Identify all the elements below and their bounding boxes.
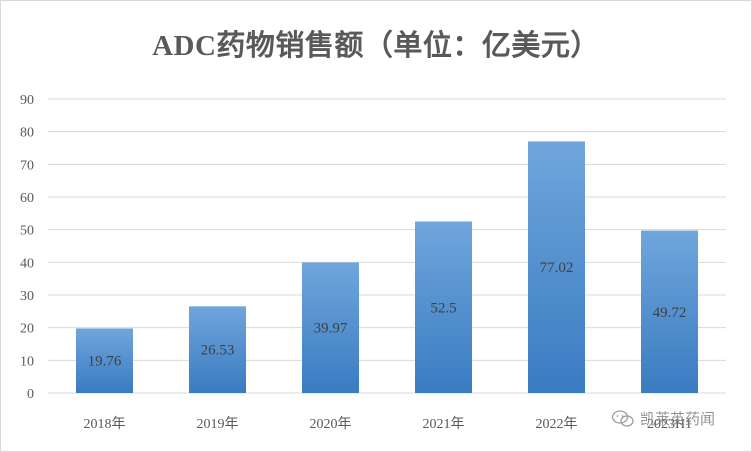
bar [76,328,133,393]
bar-value-label: 19.76 [88,354,122,370]
bar [415,221,472,393]
y-tick-label: 30 [20,289,34,304]
bar [302,262,359,393]
y-tick-label: 50 [20,224,34,239]
bar [189,306,246,393]
watermark-text: 凯莱英药闻 [640,410,716,428]
x-tick-label: 2018年 [84,416,126,432]
bar-value-label: 52.5 [430,300,456,316]
bars [76,141,698,393]
x-tick-label: 2019年 [197,416,239,432]
x-tick-label: 2020年 [310,416,352,432]
data-labels: 19.76 26.53 39.97 52.5 77.02 49.72 [88,260,687,370]
y-tick-label: 90 [20,93,34,108]
x-tick-label: 2022年 [536,416,578,432]
x-axis-tick-labels: 2018年 2019年 2020年 2021年 2022年 2023H1 [84,416,693,432]
bar-value-label: 26.53 [201,343,235,359]
x-tick-label: 2021年 [423,416,465,432]
gridlines [48,98,726,394]
y-tick-label: 20 [20,322,34,337]
y-tick-label: 40 [20,256,34,271]
bar-value-label: 49.72 [653,305,687,321]
y-tick-label: 80 [20,126,34,141]
y-tick-label: 70 [20,158,34,173]
watermark: 凯莱英药闻 [612,408,715,429]
y-axis-tick-labels: 0 10 20 30 40 50 60 70 80 90 [20,93,34,402]
y-tick-label: 10 [20,354,34,369]
bar-value-label: 39.97 [314,321,348,337]
x-tick-label: 2023H1 [647,417,692,432]
y-tick-label: 60 [20,191,34,206]
wechat-icon [612,409,634,427]
chart-title: ADC药物销售额（单位：亿美元） [152,30,600,62]
bar-value-label: 77.02 [540,260,574,276]
y-tick-label: 0 [27,387,34,402]
bar [528,141,585,393]
bar [641,230,698,393]
